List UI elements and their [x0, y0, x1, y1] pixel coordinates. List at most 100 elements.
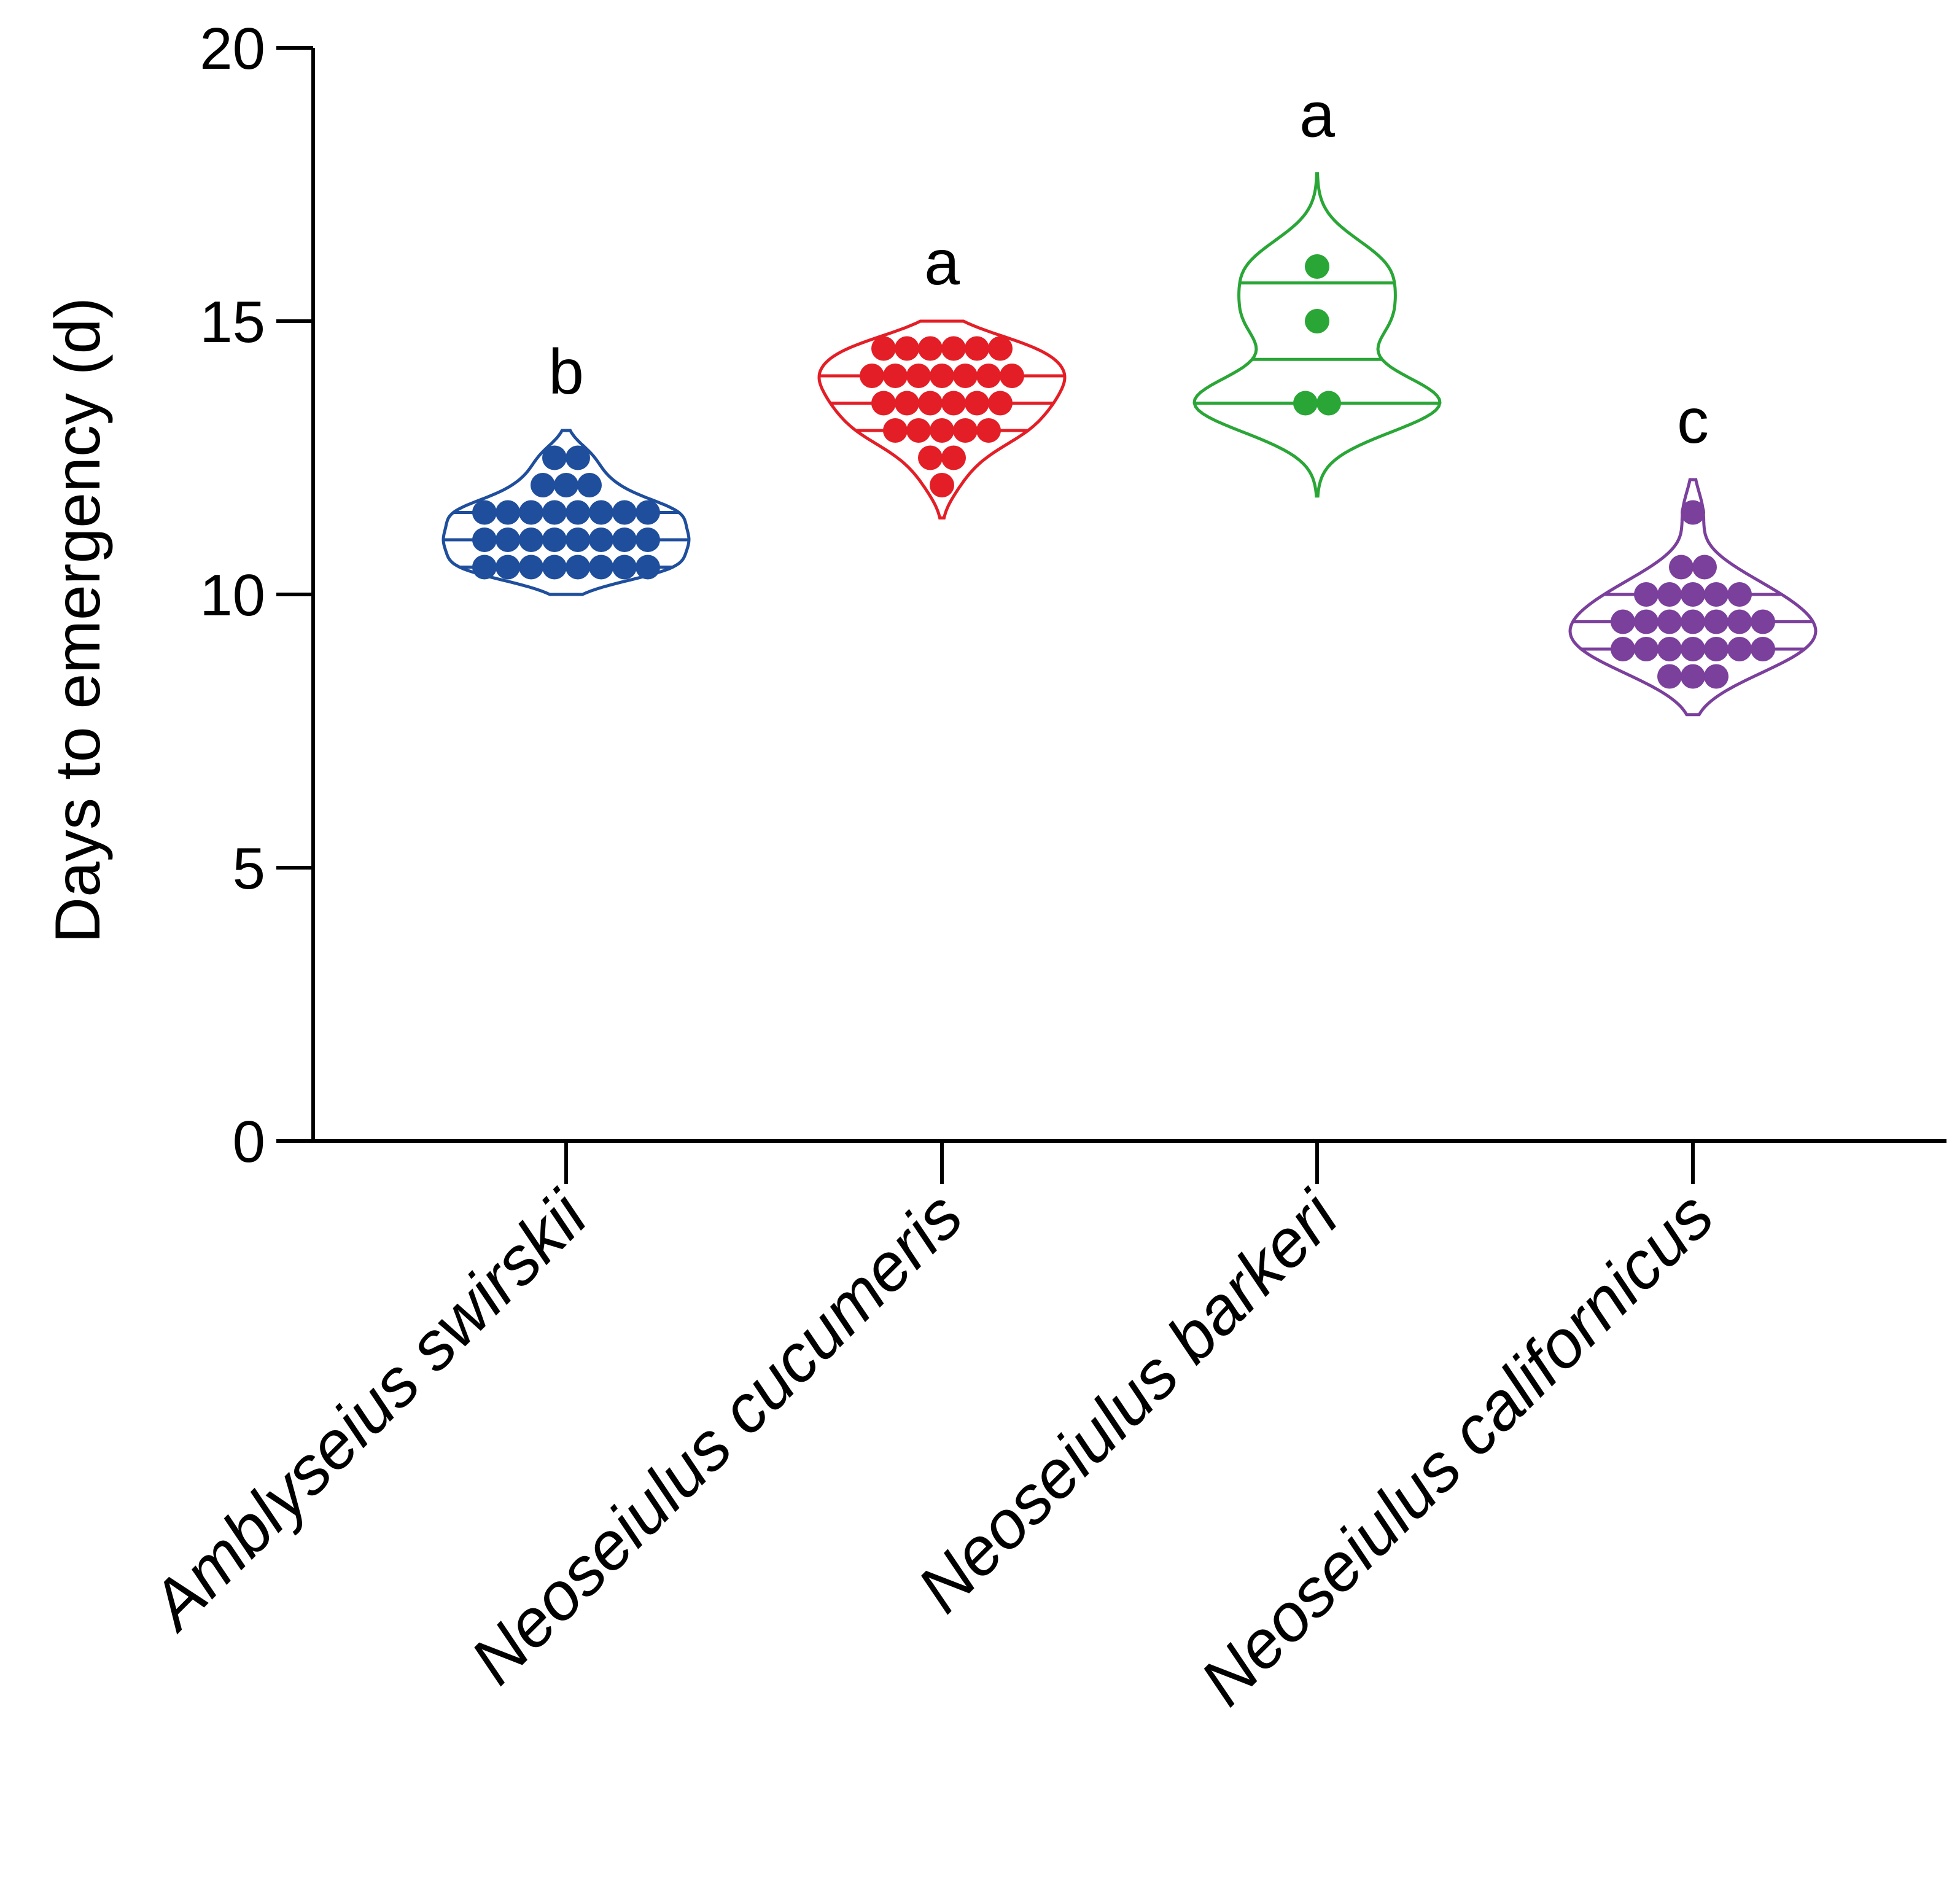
data-point — [589, 555, 613, 580]
data-point — [554, 473, 578, 497]
data-point — [988, 336, 1013, 361]
data-point — [941, 336, 966, 361]
data-point — [1727, 582, 1752, 607]
data-point — [1704, 609, 1729, 634]
data-point — [1681, 609, 1705, 634]
data-point — [965, 336, 989, 361]
data-point — [519, 528, 543, 552]
data-point — [472, 500, 497, 525]
significance-label: c — [1677, 386, 1709, 457]
data-point — [953, 418, 978, 443]
y-axis-label: Days to emergency (d) — [42, 297, 114, 943]
data-point — [1634, 582, 1659, 607]
data-point — [1681, 664, 1705, 689]
violin-group: c — [1568, 386, 1818, 717]
data-point — [519, 500, 543, 525]
data-point — [636, 500, 660, 525]
data-point — [1657, 664, 1682, 689]
data-point — [566, 555, 590, 580]
data-point — [1305, 309, 1329, 333]
data-point — [883, 418, 908, 443]
data-point — [542, 555, 567, 580]
data-point — [965, 391, 989, 416]
data-point — [1681, 637, 1705, 661]
data-point — [1657, 609, 1682, 634]
data-point — [1727, 637, 1752, 661]
data-point — [871, 391, 896, 416]
data-point — [976, 418, 1001, 443]
data-point — [531, 473, 555, 497]
data-point — [542, 445, 567, 470]
data-point — [496, 500, 520, 525]
data-point — [1751, 609, 1775, 634]
data-point — [1704, 582, 1729, 607]
data-point — [1611, 609, 1635, 634]
data-point — [496, 555, 520, 580]
data-point — [1634, 609, 1659, 634]
data-point — [1000, 364, 1024, 388]
data-point — [871, 336, 896, 361]
data-point — [1704, 637, 1729, 661]
data-point — [1293, 391, 1318, 416]
data-point — [589, 500, 613, 525]
data-point — [566, 445, 590, 470]
data-point — [918, 391, 943, 416]
violin-layer: b a a c — [441, 80, 1818, 717]
data-point — [542, 528, 567, 552]
data-point — [1634, 637, 1659, 661]
data-point — [930, 418, 954, 443]
data-point — [589, 528, 613, 552]
data-point — [566, 528, 590, 552]
significance-label: b — [548, 337, 584, 408]
data-point — [941, 391, 966, 416]
violin-outline — [1192, 172, 1442, 498]
data-point — [519, 555, 543, 580]
data-point — [918, 445, 943, 470]
data-point — [895, 336, 919, 361]
data-point — [612, 555, 637, 580]
y-tick-label: 20 — [200, 16, 265, 82]
data-point — [976, 364, 1001, 388]
significance-label: a — [1299, 80, 1335, 151]
data-point — [860, 364, 884, 388]
data-point — [472, 528, 497, 552]
data-point — [1692, 555, 1717, 580]
data-point — [636, 528, 660, 552]
data-point — [918, 336, 943, 361]
data-point — [895, 391, 919, 416]
data-point — [1669, 555, 1694, 580]
y-tick-label: 15 — [200, 289, 265, 355]
data-point — [1727, 609, 1752, 634]
data-point — [1681, 582, 1705, 607]
y-tick-label: 5 — [233, 836, 265, 901]
y-tick-label: 10 — [200, 563, 265, 628]
labels-layer: Days to emergency (d) — [42, 297, 114, 943]
data-point — [1704, 664, 1729, 689]
significance-label: a — [924, 227, 960, 298]
data-point — [1681, 500, 1705, 525]
data-point — [930, 364, 954, 388]
data-point — [906, 364, 931, 388]
data-point — [883, 364, 908, 388]
violin-outline — [817, 319, 1067, 520]
data-point — [941, 445, 966, 470]
violin-group: a — [1192, 80, 1442, 498]
data-point — [496, 528, 520, 552]
data-point — [1611, 637, 1635, 661]
violin-outline — [1568, 478, 1818, 717]
y-tick-label: 0 — [233, 1109, 265, 1175]
data-point — [636, 555, 660, 580]
data-point — [953, 364, 978, 388]
data-point — [542, 500, 567, 525]
data-point — [988, 391, 1013, 416]
data-point — [1657, 582, 1682, 607]
data-point — [930, 473, 954, 497]
data-point — [1657, 637, 1682, 661]
data-point — [577, 473, 602, 497]
data-point — [1305, 254, 1329, 279]
violin-group: a — [817, 227, 1067, 520]
data-point — [1316, 391, 1341, 416]
data-point — [566, 500, 590, 525]
